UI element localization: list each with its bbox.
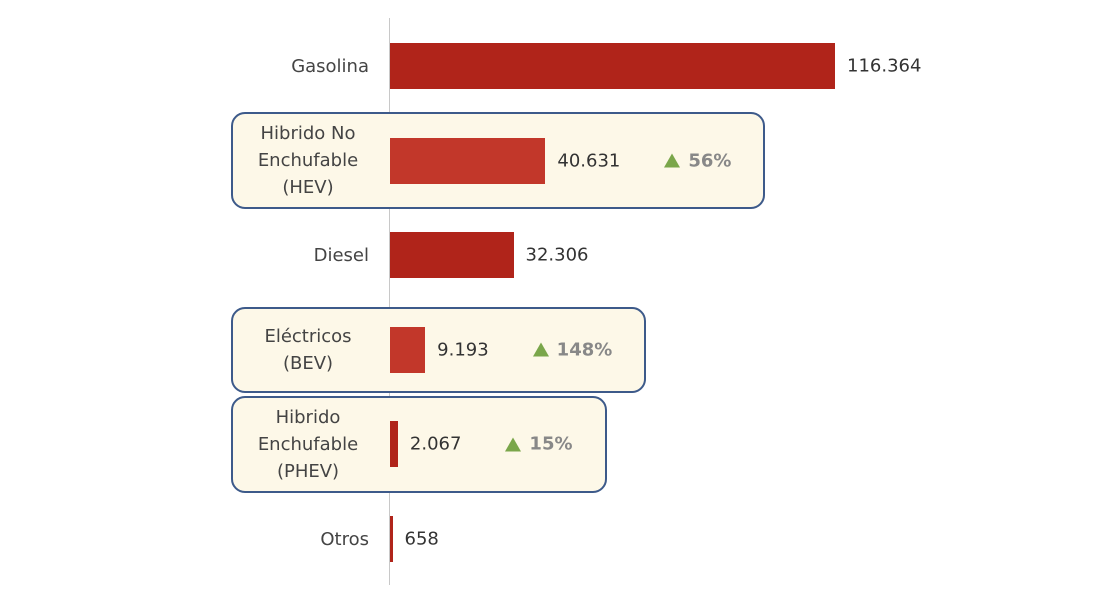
value-label: 40.631 xyxy=(557,150,621,172)
highlight-box xyxy=(231,395,607,493)
growth-label: 15% xyxy=(529,433,573,455)
y-tick-label: Eléctricos (BEV) xyxy=(264,325,352,374)
value-label: 116.364 xyxy=(847,55,922,77)
bar xyxy=(390,516,393,562)
y-tick-label: Hibrido No Enchufable (HEV) xyxy=(257,123,359,199)
value-group: 2.067 15% xyxy=(410,434,573,455)
bar xyxy=(390,326,426,373)
bar xyxy=(390,137,546,184)
value-group: 116.364 xyxy=(847,56,921,77)
y-tick-label: Hibrido Enchufable (PHEV) xyxy=(257,406,359,482)
value-group: 9.193 148% xyxy=(437,339,612,360)
bar xyxy=(390,232,514,279)
growth: 56% xyxy=(664,150,731,171)
growth-arrow xyxy=(505,437,522,452)
value-group: 32.306 xyxy=(526,245,589,266)
value-group: 658 xyxy=(405,529,439,550)
y-tick-label: Gasolina xyxy=(291,55,369,77)
bar xyxy=(390,421,398,468)
value-label: 9.193 xyxy=(437,339,489,361)
value-label: 658 xyxy=(404,528,439,550)
growth-label: 148% xyxy=(556,339,613,361)
growth-label: 56% xyxy=(688,150,732,172)
highlight-box xyxy=(231,306,647,393)
growth: 15% xyxy=(505,433,573,455)
axis-line xyxy=(389,18,390,585)
y-tick-label: Otros xyxy=(320,528,369,550)
value-group: 40.631 56% xyxy=(557,150,731,171)
y-tick-label: Diesel xyxy=(313,244,369,266)
growth-arrow xyxy=(664,153,681,168)
value-label: 2.067 xyxy=(409,433,462,455)
growth: 148% xyxy=(532,339,613,361)
value-label: 32.306 xyxy=(525,244,589,266)
growth-arrow xyxy=(532,342,549,357)
bar xyxy=(390,43,835,89)
